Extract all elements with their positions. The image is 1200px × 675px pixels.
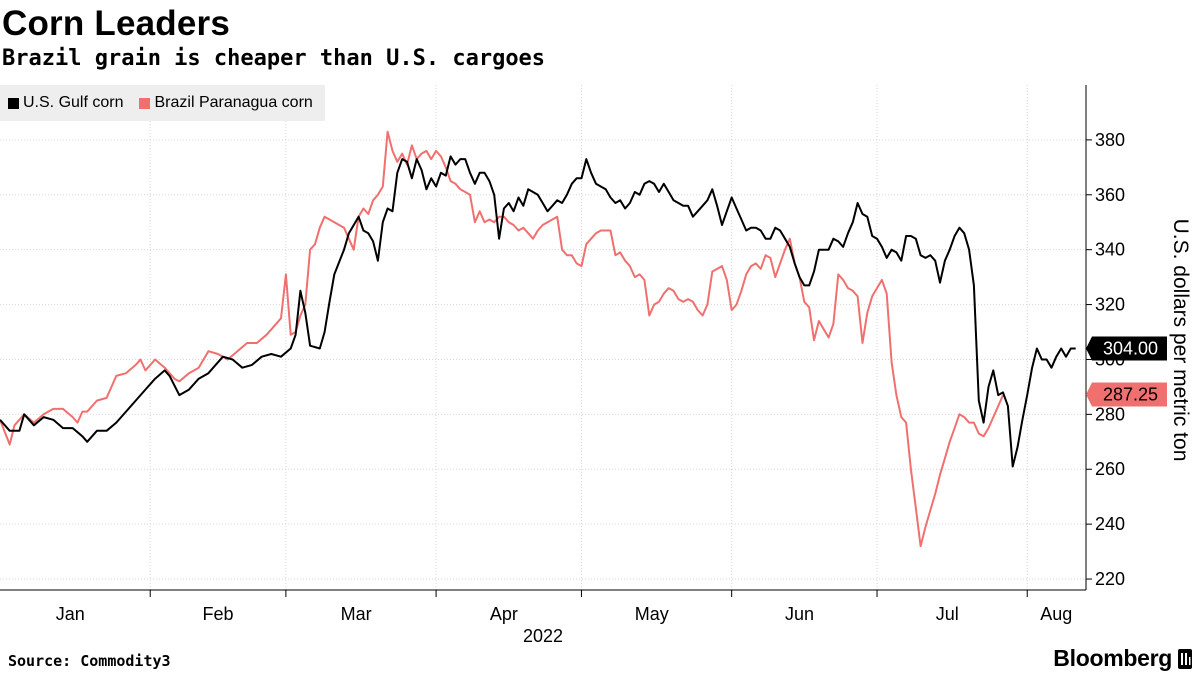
legend-label-us-gulf-corn: U.S. Gulf corn xyxy=(23,94,124,111)
series-line-brazil-paranagua-corn xyxy=(0,130,1004,548)
x-tick-label-jan: Jan xyxy=(56,604,85,624)
y-tick-label-320: 320 xyxy=(1095,295,1125,315)
legend-label-brazil-paranagua-corn: Brazil Paranagua corn xyxy=(154,94,313,111)
legend-swatch-us-gulf-corn xyxy=(8,97,19,109)
x-tick-label-aug: Aug xyxy=(1040,604,1072,624)
y-tick-label-380: 380 xyxy=(1095,130,1125,150)
end-value-labels: 304.00 287.25 xyxy=(1086,336,1167,407)
y-tick-label-220: 220 xyxy=(1095,569,1125,589)
end-label-box-1 xyxy=(1086,382,1167,407)
end-label-text-0: 304.00 xyxy=(1103,338,1158,358)
x-tick-label-apr: Apr xyxy=(490,604,518,624)
grid xyxy=(0,85,1086,590)
x-axis-year-label: 2022 xyxy=(523,626,563,646)
legend-swatch-brazil-paranagua-corn xyxy=(139,97,151,109)
end-label-brazil-paranagua-corn: 287.25 xyxy=(1086,382,1167,407)
y-tick-label-240: 240 xyxy=(1095,514,1125,534)
y-tick-label-340: 340 xyxy=(1095,240,1125,260)
end-label-u-s-gulf-corn: 304.00 xyxy=(1086,336,1167,361)
x-tick-label-may: May xyxy=(635,604,669,624)
end-label-text-1: 287.25 xyxy=(1103,384,1158,404)
source-note: Source: Commodity3 xyxy=(8,652,171,670)
legend: U.S. Gulf corn Brazil Paranagua corn xyxy=(0,85,325,121)
x-tick-label-jun: Jun xyxy=(785,604,814,624)
legend-item-us-gulf-corn: U.S. Gulf corn xyxy=(8,94,123,112)
end-label-box-0 xyxy=(1086,336,1167,361)
legend-item-brazil-paranagua-corn: Brazil Paranagua corn xyxy=(139,94,313,112)
bloomberg-terminal-icon xyxy=(1178,648,1192,669)
y-tick-label-360: 360 xyxy=(1095,185,1125,205)
series-lines xyxy=(0,130,1076,548)
chart-title: Corn Leaders xyxy=(2,4,231,43)
x-tick-label-jul: Jul xyxy=(936,604,959,624)
series-line-u-s-gulf-corn xyxy=(0,155,1076,468)
y-axis-title: U.S. dollars per metric ton xyxy=(1169,219,1192,462)
bloomberg-logo: Bloomberg xyxy=(1053,645,1192,672)
chart-subtitle: Brazil grain is cheaper than U.S. cargoe… xyxy=(2,46,546,71)
y-tick-label-280: 280 xyxy=(1095,404,1125,424)
x-tick-label-feb: Feb xyxy=(203,604,234,624)
axes: 220240260280300320340360380JanFebMarAprM… xyxy=(0,85,1125,624)
brand-name: Bloomberg xyxy=(1053,645,1172,671)
y-tick-label-260: 260 xyxy=(1095,459,1125,479)
x-tick-label-mar: Mar xyxy=(341,604,372,624)
